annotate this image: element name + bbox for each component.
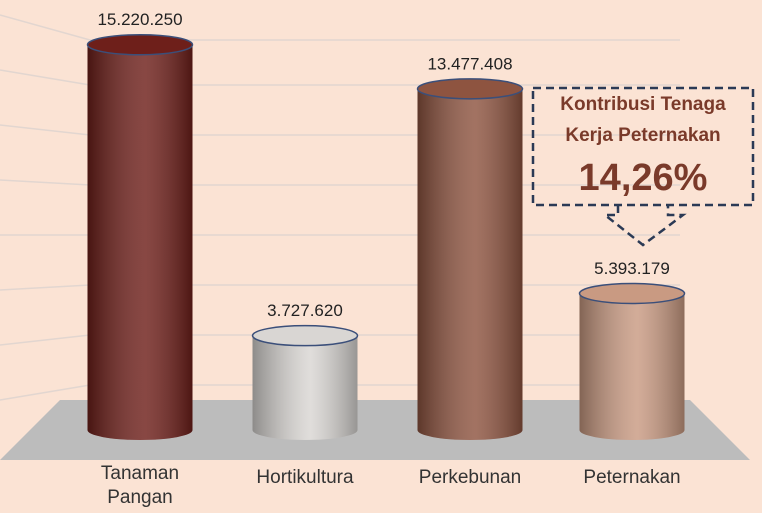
value-label: 13.477.408 [427,54,512,73]
annotation-value: 14,26% [579,157,708,199]
annotation-line: Kontribusi Tenaga [560,94,726,115]
bar-top [578,282,686,305]
x-tick-label: Tanaman Pangan [101,463,179,508]
value-label: 5.393.179 [594,259,670,278]
bar-shade [579,293,685,440]
annotation: Kontribusi Tenaga Kerja Peternakan 14,26… [531,86,755,247]
bar-top [416,78,524,100]
value-label: 3.727.620 [267,301,343,320]
bar-top [86,33,194,56]
bar-top [251,324,359,347]
bar-shade [252,335,358,440]
annotation-line: Kerja Peternakan [565,125,720,146]
bar-shade [87,44,193,440]
x-tick-label: Hortikultura [256,467,354,488]
bar-shade [417,88,523,440]
x-tick-label: Peternakan [583,467,680,488]
value-label: 15.220.250 [97,10,182,29]
x-tick-label: Perkebunan [419,467,521,488]
